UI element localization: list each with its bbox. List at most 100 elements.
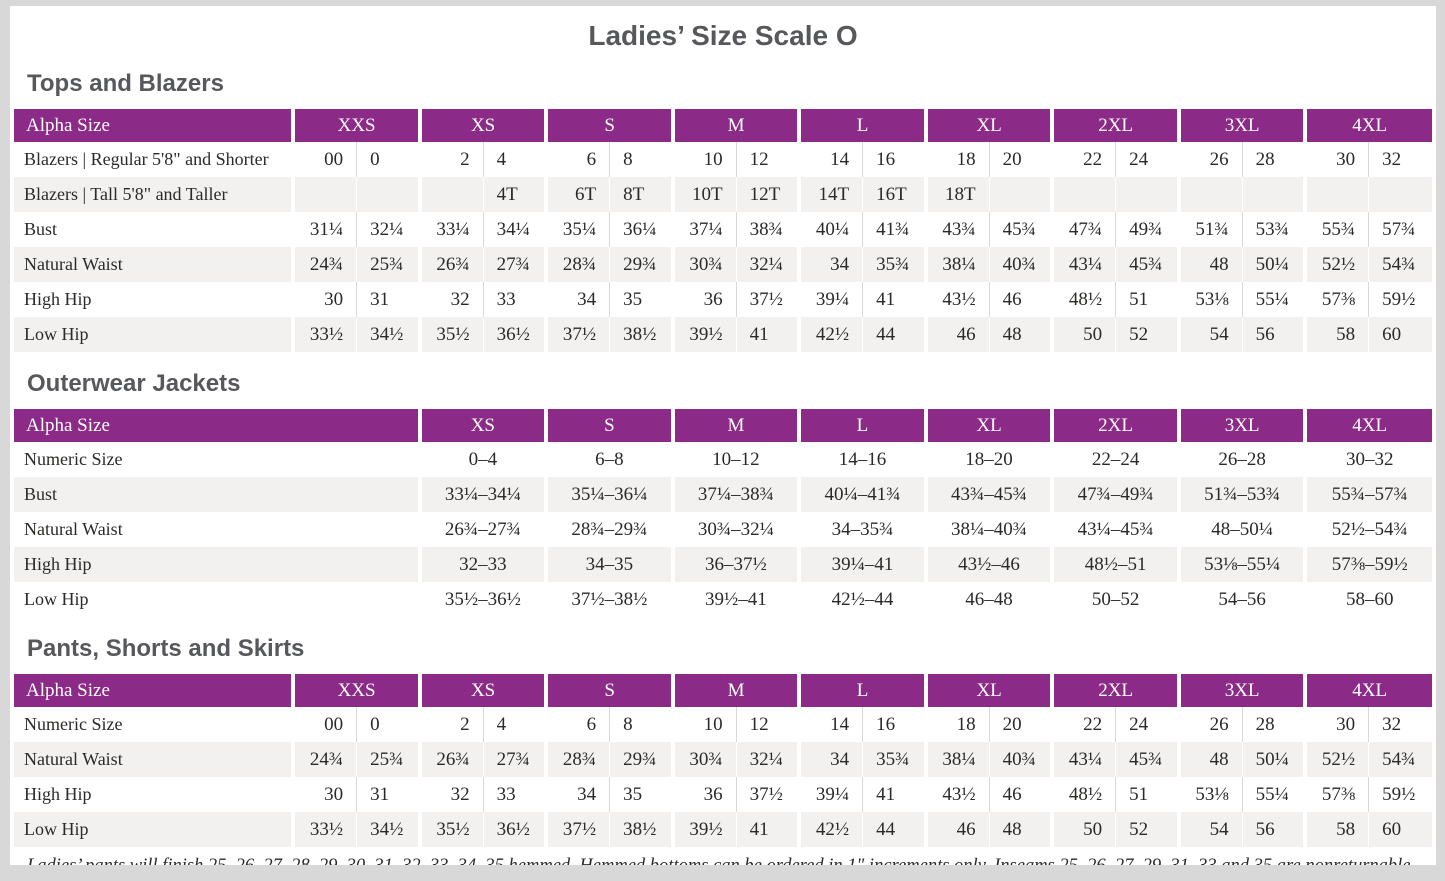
size-value-cell: 40¼–41¾	[797, 477, 926, 512]
size-value-cell: 12	[735, 707, 800, 742]
size-value-cell: 42½	[797, 317, 863, 352]
size-value-cell: 8T	[609, 177, 673, 212]
size-value-cell: 34–35	[544, 547, 673, 582]
size-value-cell: 2	[417, 707, 484, 742]
size-value-cell: 39¼–41	[797, 547, 926, 582]
table-row: High Hip 30 31 32 33 34 35 36 37½ 39¼ 41 43½ 46 48½ 51…	[14, 282, 1432, 317]
size-value-cell: 48½–51	[1050, 547, 1179, 582]
size-value-cell: 43¼	[1050, 247, 1116, 282]
size-value-cell: 51	[1115, 282, 1179, 317]
size-column-header: XL	[923, 109, 1053, 142]
table-row: Numeric Size 0–4 6–8 10–12 14–16 18–20 22–24 26…	[14, 442, 1432, 477]
size-value-cell: 8	[609, 707, 673, 742]
row-label: Numeric Size	[24, 449, 123, 469]
size-value-cell: 10	[670, 142, 737, 177]
size-value-cell: 42½–44	[797, 582, 926, 617]
alpha-size-header: Alpha Size	[14, 674, 294, 707]
size-value-cell: 43¾–45¾	[923, 477, 1053, 512]
size-value-cell: 52½	[1303, 247, 1369, 282]
size-column-header: L	[797, 409, 926, 442]
size-value-cell: 35½–36½	[417, 582, 547, 617]
size-value-cell: 18	[923, 142, 990, 177]
size-column-header: XXS	[291, 674, 420, 707]
size-value-cell: 41¾	[862, 212, 926, 247]
size-column-header: S	[544, 674, 673, 707]
size-value-cell: 52½–54¾	[1303, 512, 1432, 547]
size-column-header: M	[670, 674, 800, 707]
size-value-cell: 26¾	[417, 247, 484, 282]
size-value-cell: 44	[862, 317, 926, 352]
size-value-cell: 4	[482, 707, 547, 742]
size-value-cell: 31	[356, 777, 420, 812]
size-value-cell: 39½	[670, 317, 737, 352]
size-value-cell: 10T	[670, 177, 737, 212]
size-value-cell	[988, 177, 1053, 212]
size-value-cell: 34	[797, 742, 863, 777]
size-value-cell	[291, 177, 357, 212]
size-value-cell: 28¾	[544, 247, 610, 282]
size-value-cell: 22–24	[1050, 442, 1179, 477]
size-value-cell: 33¼	[417, 212, 484, 247]
size-value-cell: 30–32	[1303, 442, 1432, 477]
size-column-header: 2XL	[1050, 674, 1179, 707]
size-value-cell: 22	[1050, 142, 1116, 177]
size-value-cell: 35	[609, 777, 673, 812]
size-value-cell: 6T	[544, 177, 610, 212]
size-column-header: 2XL	[1050, 109, 1179, 142]
size-value-cell: 58	[1303, 812, 1369, 847]
tops-and-blazers-table: Alpha Size XXS XS S M L XL 2XL 3XL 4XL Blazers | R…	[14, 109, 1432, 352]
size-value-cell: 38¼	[923, 247, 990, 282]
size-value-cell	[1115, 177, 1179, 212]
size-value-cell: 33	[482, 282, 547, 317]
size-value-cell: 29¾	[609, 247, 673, 282]
size-value-cell: 38¼–40¾	[923, 512, 1053, 547]
size-value-cell: 30¾–32¼	[670, 512, 800, 547]
size-value-cell: 51¾–53¾	[1176, 477, 1306, 512]
size-value-cell: 36¼	[609, 212, 673, 247]
size-value-cell: 37½–38½	[544, 582, 673, 617]
size-value-cell: 50¼	[1241, 742, 1306, 777]
size-column-header: S	[544, 409, 673, 442]
size-value-cell: 50¼	[1241, 247, 1306, 282]
size-value-cell: 18T	[923, 177, 990, 212]
size-value-cell: 57⅜	[1303, 282, 1369, 317]
size-value-cell	[1241, 177, 1306, 212]
size-value-cell: 37¼–38¾	[670, 477, 800, 512]
size-value-cell: 45¾	[988, 212, 1053, 247]
size-value-cell: 35½	[417, 317, 484, 352]
size-value-cell: 6–8	[544, 442, 673, 477]
size-column-header: 4XL	[1303, 409, 1432, 442]
size-value-cell: 47¾–49¾	[1050, 477, 1179, 512]
size-value-cell: 20	[988, 142, 1053, 177]
size-value-cell: 44	[862, 812, 926, 847]
size-value-cell: 42½	[797, 812, 863, 847]
size-column-header: XS	[417, 674, 547, 707]
size-value-cell: 2	[417, 142, 484, 177]
size-value-cell: 38½	[609, 317, 673, 352]
section-pants-shorts-skirts: Pants, Shorts and Skirts Alpha Size XXS XS…	[14, 635, 1432, 847]
size-value-cell: 4T	[482, 177, 547, 212]
size-value-cell: 37¼	[670, 212, 737, 247]
size-value-cell: 28	[1241, 142, 1306, 177]
size-column-header: XS	[417, 409, 547, 442]
size-value-cell: 45¾	[1115, 247, 1179, 282]
size-value-cell: 57⅜	[1303, 777, 1369, 812]
size-value-cell: 48	[988, 317, 1053, 352]
size-value-cell: 33	[482, 777, 547, 812]
size-value-cell: 38¼	[923, 742, 990, 777]
size-value-cell: 32¼	[735, 742, 800, 777]
header-row: Alpha Size XS S M L XL 2XL 3XL 4XL	[14, 409, 1432, 442]
size-value-cell: 16T	[862, 177, 926, 212]
size-value-cell: 54–56	[1176, 582, 1306, 617]
outerwear-jackets-table: Alpha Size XS S M L XL 2XL 3XL 4XL Numeric Size 0–…	[14, 409, 1432, 617]
document-sheet: Ladies’ Size Scale O Tops and Blazers Al…	[10, 6, 1436, 865]
size-value-cell: 53⅛	[1176, 282, 1243, 317]
size-value-cell: 6	[544, 142, 610, 177]
size-value-cell: 00	[291, 142, 357, 177]
alpha-size-header: Alpha Size	[14, 109, 294, 142]
size-value-cell: 35¼	[544, 212, 610, 247]
size-value-cell: 34½	[356, 317, 420, 352]
size-value-cell: 55¼	[1241, 777, 1306, 812]
table-row: Blazers | Tall 5'8" and Taller 4T 6T 8T 10T 1…	[14, 177, 1432, 212]
size-value-cell: 30	[1303, 707, 1369, 742]
